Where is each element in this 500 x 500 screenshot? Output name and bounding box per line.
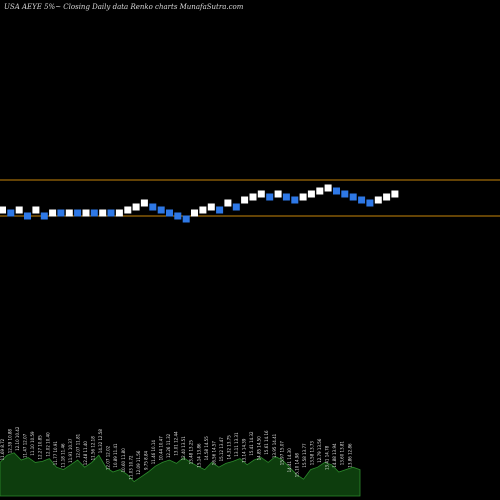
volume-data-label: 12.10 10.42 <box>15 426 20 451</box>
renko-brick-up <box>32 206 40 214</box>
volume-data-label: 10.60 11.80 <box>121 448 126 473</box>
volume-data-label: 13.41 14.78 <box>325 445 330 470</box>
renko-brick-up <box>241 196 249 204</box>
volume-data-label: 11.03 10.72 <box>128 455 133 480</box>
volume-data-label: 15.12 13.47 <box>219 437 224 462</box>
volume-data-label: 12.07 11.81 <box>76 433 81 458</box>
renko-brick-up <box>191 209 198 217</box>
volume-data-label: 15.14 13.86 <box>196 443 201 468</box>
renko-brick-up <box>224 199 232 207</box>
volume-data-label: 15.10 14.98 <box>294 453 299 478</box>
volume-data-label: 12.02 10.40 <box>45 432 50 457</box>
volume-data-label: 11.18 11.46 <box>60 443 65 468</box>
renko-brick-down <box>291 196 299 204</box>
renko-brick-up <box>257 190 265 198</box>
renko-brick-down <box>40 212 48 220</box>
renko-brick-up <box>391 190 399 198</box>
renko-brick-up <box>299 193 307 201</box>
renko-brick-down <box>24 212 31 220</box>
renko-brick-down <box>74 209 82 217</box>
volume-data-label: 11.69 8.72 <box>0 438 5 460</box>
volume-data-label: 12.40 13.51 <box>181 436 186 461</box>
volume-data-label: 13.11 13.31 <box>234 432 239 457</box>
renko-brick-up <box>49 209 57 217</box>
volume-data-label: 16.56 14.57 <box>211 441 216 466</box>
renko-brick-down <box>266 193 274 201</box>
volume-data-label: 13.14 14.39 <box>242 438 247 463</box>
renko-brick-down <box>358 196 366 204</box>
volume-data-label: 13.58 13.73 <box>310 441 315 466</box>
volume-data-label: 13.95 14.41 <box>272 433 277 458</box>
renko-brick-down <box>90 209 98 217</box>
renko-brick-down <box>107 209 115 217</box>
volume-data-label: 14.85 14.50 <box>257 436 262 461</box>
renko-brick-down <box>182 215 190 223</box>
volume-data-label: 14.32 13.75 <box>227 435 232 460</box>
volume-data-label: 12.09 11.56 <box>136 450 141 475</box>
renko-brick-down <box>7 209 15 217</box>
renko-brick-down <box>333 187 340 195</box>
volume-data-label: 15.97 15.07 <box>279 441 284 466</box>
volume-data-label: 9.75 8.84 <box>143 450 148 470</box>
volume-data-label: 12.39 10.88 <box>8 429 13 454</box>
volume-data-label: 13.86 12.86 <box>347 443 352 468</box>
renko-brick-up <box>99 209 107 217</box>
renko-brick-down <box>57 209 65 217</box>
volume-data-label: 14.88 13.94 <box>332 443 337 468</box>
volume-data-label: 13.01 12.44 <box>174 431 179 456</box>
volume-data-label: 12.48 11.40 <box>83 441 88 466</box>
renko-brick-up <box>274 190 282 198</box>
volume-data-label: 11.47 12.07 <box>23 433 28 458</box>
renko-brick-up <box>249 193 257 201</box>
renko-brick-up <box>140 199 148 207</box>
volume-data-label: 11.46 10.14 <box>151 440 156 465</box>
volume-data-label: 12.07 12.02 <box>106 445 111 470</box>
renko-brick-down <box>366 199 374 207</box>
renko-brick-down <box>149 203 157 211</box>
renko-brick-down <box>157 206 165 214</box>
volume-data-label: 10.89 11.41 <box>113 443 118 468</box>
renko-brick-down <box>166 209 173 217</box>
renko-brick-up <box>132 203 140 211</box>
renko-brick-up <box>82 209 90 217</box>
renko-brick-up <box>0 206 6 214</box>
volume-data-label: 14.32 12.58 <box>98 429 103 454</box>
chart-title: USA AEYE 5%~ Closing Daily data Renko ch… <box>4 3 244 11</box>
renko-brick-down <box>349 193 357 201</box>
volume-area <box>0 452 361 497</box>
volume-data-label: 12.79 13.56 <box>317 438 322 463</box>
volume-data-label: 15.58 13.77 <box>302 443 307 468</box>
volume-data-label: 11.91 10.37 <box>68 438 73 463</box>
renko-brick-up <box>124 206 132 214</box>
volume-data-label: 14.58 14.55 <box>204 436 209 461</box>
renko-brick-up <box>199 206 207 214</box>
renko-brick-up <box>65 209 73 217</box>
renko-brick-up <box>115 209 123 217</box>
volume-data-label: 13.60 13.81 <box>340 441 345 466</box>
volume-data-label: 14.41 14.30 <box>287 448 292 473</box>
volume-data-label: 11.10 10.59 <box>30 431 35 456</box>
renko-brick-up <box>383 193 391 201</box>
volume-data-label: 11.77 10.91 <box>53 441 58 466</box>
renko-brick-up <box>374 196 382 204</box>
renko-brick-down <box>174 212 182 220</box>
renko-brick-down <box>216 206 224 214</box>
renko-brick-down <box>232 203 240 211</box>
volume-data-label: 10.44 10.47 <box>159 436 164 461</box>
volume-data-label: 12.26 11.32 <box>166 433 171 458</box>
renko-brick-up <box>15 206 23 214</box>
volume-data-label: 15.41 14.32 <box>249 431 254 456</box>
renko-brick-down <box>341 190 349 198</box>
volume-data-label: 12.27 10.85 <box>38 435 43 460</box>
volume-data-label: 15.61 14.16 <box>264 430 269 455</box>
renko-brick-up <box>324 184 332 192</box>
renko-brick-down <box>282 193 290 201</box>
renko-brick-up <box>307 190 315 198</box>
volume-data-label: 13.48 13.25 <box>189 440 194 465</box>
renko-brick-up <box>207 203 215 211</box>
volume-data-label: 11.56 12.18 <box>91 436 96 461</box>
renko-brick-up <box>316 187 324 195</box>
